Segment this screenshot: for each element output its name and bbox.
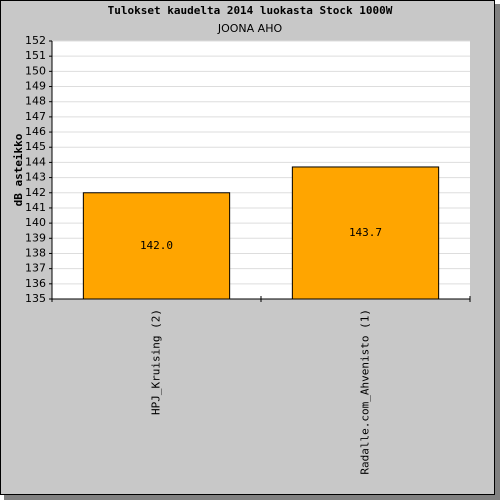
chart-subtitle: JOONA AHO: [217, 22, 283, 35]
y-tick-label: 149: [25, 80, 46, 93]
y-tick-label: 146: [25, 125, 46, 138]
value-label: 142.0: [140, 239, 173, 252]
y-tick-label: 152: [25, 34, 46, 47]
y-tick-label: 147: [25, 110, 46, 123]
x-tick-label: Radalle.com_Ahvenisto (1): [359, 309, 372, 475]
y-tick-label: 136: [25, 277, 46, 290]
x-tick-label: HPJ_Kruising (2): [150, 309, 163, 415]
y-tick-label: 145: [25, 140, 46, 153]
y-tick-label: 151: [25, 49, 46, 62]
y-tick-label: 148: [25, 95, 46, 108]
y-tick-label: 142: [25, 186, 46, 199]
y-tick-label: 138: [25, 246, 46, 259]
y-tick-label: 143: [25, 171, 46, 184]
bar: [291, 166, 440, 300]
y-tick-label: 139: [25, 231, 46, 244]
y-axis-label: dB asteikko: [12, 133, 25, 206]
y-tick-label: 137: [25, 262, 46, 275]
value-label: 143.7: [349, 226, 382, 239]
y-tick-label: 140: [25, 216, 46, 229]
chart-title: Tulokset kaudelta 2014 luokasta Stock 10…: [108, 4, 393, 17]
y-tick-label: 135: [25, 292, 46, 305]
y-tick-label: 150: [25, 64, 46, 77]
y-tick-label: 144: [25, 155, 46, 168]
y-tick-label: 141: [25, 201, 46, 214]
